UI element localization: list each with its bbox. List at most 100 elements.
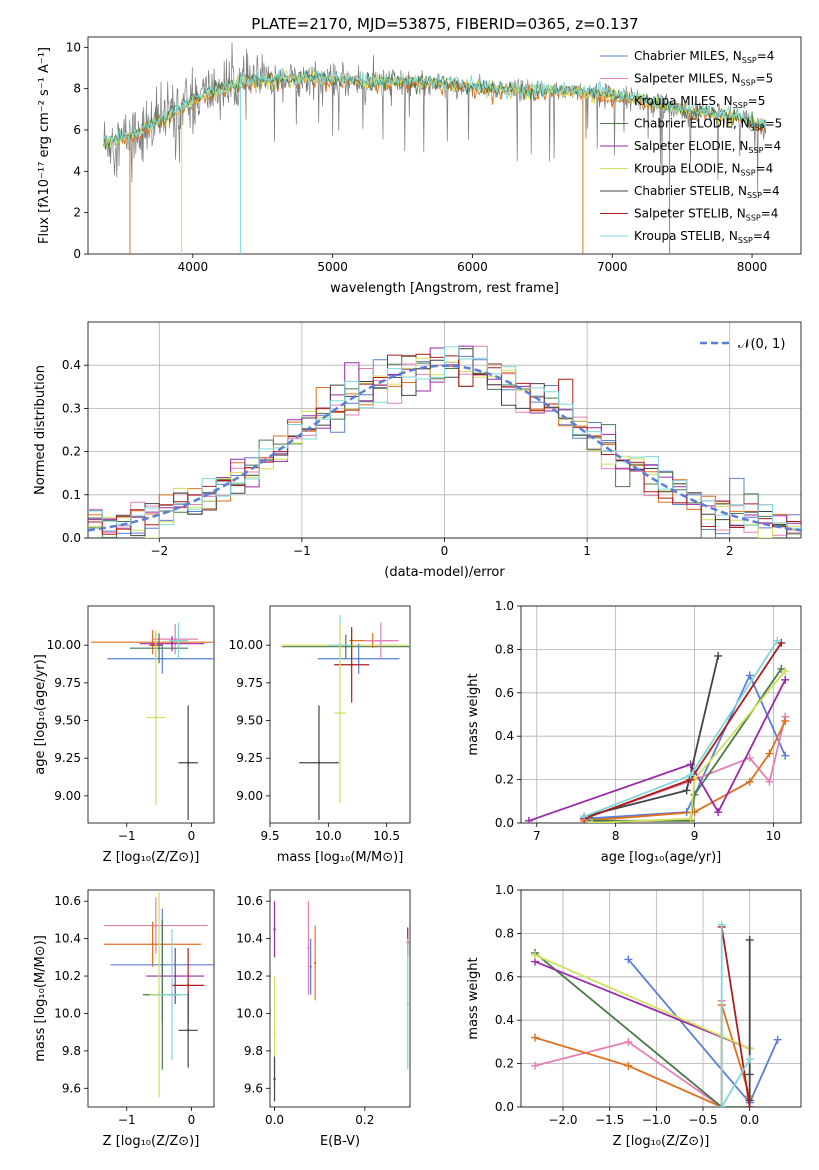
weight_vs_age-xtick-label: 8 — [612, 829, 620, 843]
series-marker — [531, 951, 539, 960]
age_vs_Z-ytick-label: 10.00 — [47, 638, 81, 652]
age_vs_Z-frame — [87, 605, 215, 824]
spectrum-xtick-label: 7000 — [597, 260, 628, 274]
residual-legend: 𝒩(0, 1) — [700, 337, 785, 352]
legend-label-sub: SSP — [748, 146, 763, 155]
age_vs_mass-ytick-label: 9.50 — [236, 714, 263, 728]
spectrum-ytick-label: 8 — [73, 82, 81, 96]
series-marker — [531, 1033, 539, 1042]
weight_vs_Z-xtick-label: −1.0 — [642, 1113, 671, 1127]
legend-label-sub: SSP — [750, 124, 765, 133]
residuals-ytick-label: 0.3 — [62, 401, 81, 415]
weight_vs_age-ytick-label: 1.0 — [495, 599, 514, 613]
legend-label-sub: SSP — [741, 169, 756, 178]
residuals-axes: −2 −1 0 1 2 0.0 0.1 0.2 0.3 0.4 (data-model)/error… — [33, 321, 802, 580]
age_vs_mass-xtick-label: 10.0 — [315, 829, 342, 843]
spectrum-ytick-label: 0 — [73, 247, 81, 261]
series-marker — [765, 777, 774, 786]
mass_vs_Z-xtick-label: −1 — [118, 1113, 136, 1127]
weight_vs_age-ytick-label: 0.6 — [495, 686, 514, 700]
series-marker — [745, 671, 754, 680]
series-marker — [682, 786, 691, 795]
normal-curve — [88, 364, 801, 532]
residuals-xlabel: (data-model)/error — [384, 565, 505, 580]
spectrum-axes: 4000 5000 6000 7000 8000 0 2 4 6 8 10 wavelength [A… — [37, 36, 802, 296]
series-marker — [781, 717, 790, 726]
mass_vs_ebv-xtick-label: 0.2 — [355, 1113, 374, 1127]
weight_vs_age-frame — [520, 605, 802, 824]
data-point — [317, 761, 321, 764]
mass_vs_ebv-frame — [269, 889, 411, 1108]
series-marker — [624, 1061, 633, 1070]
weight_vs_Z-ytick-label: 0.8 — [495, 926, 514, 940]
weight_vs_Z-ylabel: mass weight — [466, 957, 481, 1039]
data-point — [186, 984, 190, 987]
mass_vs_Z-ytick-label: 10.2 — [54, 969, 81, 983]
legend-label-n: =4 — [753, 229, 771, 243]
residuals-ytick-label: 0.2 — [62, 445, 81, 459]
legend-label-main: Chabrier ELODIE, N — [634, 117, 750, 131]
age_vs_mass-xlabel: mass [log₁₀(M/M⊙)] — [277, 850, 404, 865]
residuals-xtick-label: 1 — [583, 544, 591, 558]
age_vs_Z-axes: −1 0 9.00 9.25 9.50 9.75 10.00 Z [log₁₀(Z/Z⊙)] a… — [33, 605, 215, 865]
legend-label-main: Salpeter MILES, N — [634, 72, 741, 86]
mass_vs_Z-ytick-label: 10.0 — [54, 1006, 81, 1020]
spectrum-ytick-label: 4 — [73, 164, 81, 178]
figure-title: PLATE=2170, MJD=53875, FIBERID=0365, z=0… — [251, 15, 638, 33]
data-point — [379, 639, 383, 642]
series-marker — [745, 1055, 754, 1064]
series-marker — [781, 675, 790, 684]
weight_vs_Z-ytick-label: 0.4 — [495, 1013, 514, 1027]
data-point — [151, 943, 154, 946]
data-point — [309, 965, 312, 968]
series-marker — [580, 812, 589, 821]
data-point — [157, 646, 161, 650]
weight_vs_age-xtick-label: 9 — [691, 829, 699, 843]
legend-label: Kroupa STELIB, NSSP=4 — [634, 229, 771, 245]
spectrum-xtick-label: 5000 — [317, 260, 348, 274]
mass_vs_Z-xlabel: Z [log₁₀(Z/Z⊙)] — [103, 1134, 200, 1149]
residuals-xtick-label: −2 — [150, 544, 168, 558]
legend-label-main: Chabrier MILES, N — [634, 49, 742, 63]
series-line-kroupa_miles — [534, 1004, 751, 1107]
data-point — [161, 657, 164, 660]
mass_vs_Z-ytick-label: 9.8 — [62, 1044, 81, 1058]
weight_vs_Z-xtick-label: 0.0 — [740, 1113, 759, 1127]
mass_vs_ebv-axes: 0.0 0.2 9.6 9.8 10.0 10.2 10.4 10.6 E(B-V) — [236, 889, 411, 1149]
weight_vs_Z-ytick-label: 0.0 — [495, 1100, 514, 1114]
mass_vs_Z-ytick-label: 9.6 — [62, 1081, 81, 1095]
mass_vs_Z-ytick-label: 10.6 — [54, 894, 81, 908]
series-marker — [745, 777, 754, 786]
series-line-kroupa_stelib — [720, 924, 751, 1107]
age_vs_mass-ytick-label: 9.00 — [236, 789, 263, 803]
mass_vs_ebv-points — [273, 901, 409, 1102]
legend-label-n: =5 — [748, 94, 766, 108]
age_vs_Z-ytick-label: 9.00 — [54, 789, 81, 803]
spectrum-xlabel: wavelength [Angstrom, rest frame] — [330, 281, 559, 296]
mass_vs_Z-points — [104, 891, 214, 1098]
series-marker — [717, 1103, 726, 1107]
age_vs_mass-xtick-label: 10.5 — [373, 829, 400, 843]
residuals-ytick-label: 0.0 — [62, 531, 81, 545]
series-marker — [524, 816, 533, 823]
residuals-ylabel: Normed distribution — [33, 365, 48, 495]
series-marker — [773, 636, 782, 645]
weight_vs_Z-frame — [520, 889, 802, 1108]
data-point — [154, 716, 158, 719]
residuals-xtick-label: 2 — [726, 544, 734, 558]
mass_vs_ebv-xlabel: E(B-V) — [320, 1134, 360, 1149]
legend-label-sub: SSP — [742, 56, 757, 65]
age_vs_mass-axes: 9.5 10.0 10.5 9.00 9.25 9.50 9.75 10.00 mass [lo… — [229, 605, 411, 865]
series-marker — [765, 749, 774, 758]
legend-label: Salpeter ELODIE, NSSP=4 — [634, 139, 781, 155]
mass_vs_ebv-ytick-label: 10.0 — [236, 1006, 263, 1020]
age_vs_Z-ylabel: age [log₁₀(age/yr)] — [33, 654, 48, 775]
weight_vs_Z-xtick-label: −0.5 — [688, 1113, 717, 1127]
data-point — [313, 961, 317, 965]
data-point — [174, 637, 177, 641]
weight_vs_age-xlabel: age [log₁₀(age/yr)] — [601, 850, 722, 865]
legend-label-n: =4 — [756, 162, 774, 176]
legend-label: Chabrier MILES, NSSP=4 — [634, 49, 774, 65]
residuals-ytick-label: 0.4 — [62, 358, 81, 372]
weight_vs_age-xtick-label: 7 — [533, 829, 541, 843]
